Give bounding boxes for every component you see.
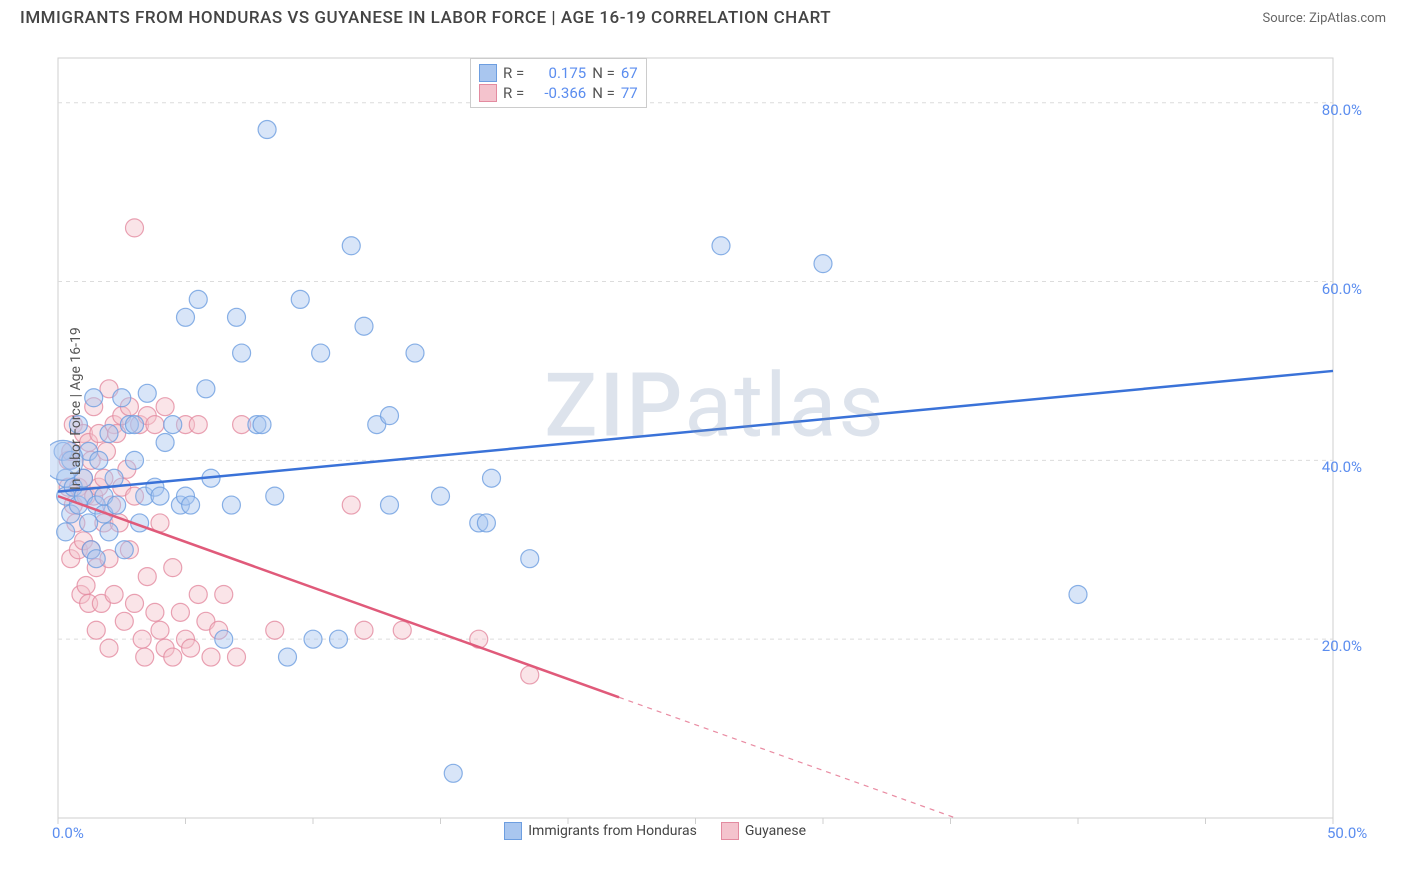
- legend-row-guyanese: R = -0.366 N = 77: [479, 83, 638, 103]
- y-tick-label: 60.0%: [1322, 280, 1362, 298]
- legend-label-guyanese: Guyanese: [745, 823, 806, 839]
- source-label: Source: ZipAtlas.com: [1262, 11, 1386, 26]
- legend-swatch-honduras: [504, 822, 522, 840]
- legend-row-honduras: R = 0.175 N = 67: [479, 63, 638, 83]
- legend-r-value-honduras: 0.175: [530, 64, 586, 82]
- legend-r-label: R =: [503, 84, 524, 102]
- chart-title: IMMIGRANTS FROM HONDURAS VS GUYANESE IN …: [20, 8, 831, 28]
- legend-swatch-honduras: [479, 64, 497, 82]
- legend-label-honduras: Immigrants from Honduras: [528, 823, 697, 839]
- series-legend: Immigrants from Honduras Guyanese: [504, 822, 806, 840]
- legend-r-value-guyanese: -0.366: [530, 84, 586, 102]
- x-tick-label: 50.0%: [1327, 824, 1367, 842]
- y-tick-label: 40.0%: [1322, 458, 1362, 476]
- chart-container: ZIPatlas R = 0.175 N = 67 R = -0.366 N =…: [50, 50, 1380, 840]
- x-tick-label: 0.0%: [52, 824, 84, 842]
- y-tick-label: 20.0%: [1322, 637, 1362, 655]
- legend-n-value-honduras: 67: [621, 64, 638, 82]
- legend-n-label: N =: [592, 64, 615, 82]
- scatter-chart: [50, 50, 1380, 840]
- y-axis-label: In Labor Force | Age 16-19: [68, 327, 84, 490]
- legend-item-guyanese: Guyanese: [721, 822, 806, 840]
- legend-r-label: R =: [503, 64, 524, 82]
- legend-swatch-guyanese: [721, 822, 739, 840]
- y-tick-label: 80.0%: [1322, 101, 1362, 119]
- correlation-legend: R = 0.175 N = 67 R = -0.366 N = 77: [470, 58, 647, 108]
- legend-item-honduras: Immigrants from Honduras: [504, 822, 697, 840]
- legend-swatch-guyanese: [479, 84, 497, 102]
- legend-n-value-guyanese: 77: [621, 84, 638, 102]
- legend-n-label: N =: [592, 84, 615, 102]
